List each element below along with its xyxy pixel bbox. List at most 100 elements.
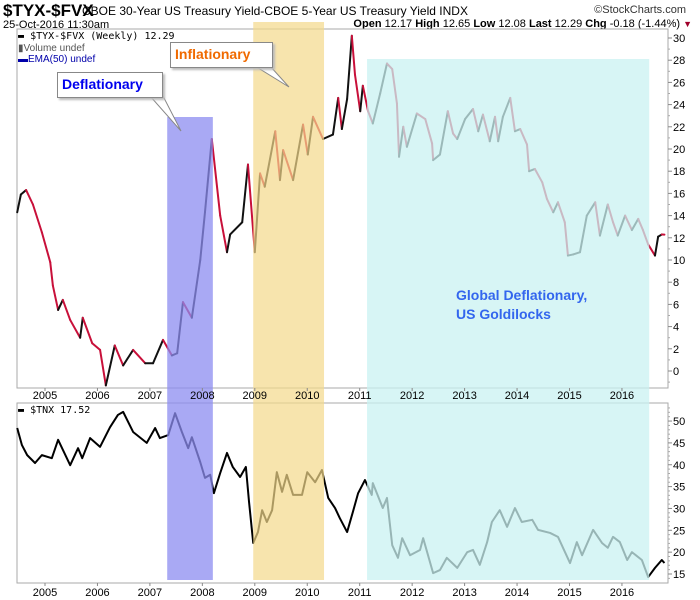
upper-x-tick-label: 2015 xyxy=(557,390,581,402)
upper-series-segment xyxy=(653,235,660,257)
open-label: Open xyxy=(353,18,382,30)
lower-y-tick-label: 40 xyxy=(673,460,685,472)
lower-x-tick-label: 2005 xyxy=(33,587,57,599)
upper-x-tick-label: 2014 xyxy=(505,390,529,402)
upper-series-segment xyxy=(353,73,362,113)
chart-symbol: $TYX-$FVX xyxy=(3,1,94,20)
upper-series-segment xyxy=(81,316,94,345)
lower-x-tick-label: 2014 xyxy=(505,587,529,599)
deflationary-callout: Deflationary xyxy=(57,72,163,98)
upper-series-segment xyxy=(51,284,60,311)
deflationary-label: Deflationary xyxy=(62,76,143,92)
upper-y-tick-label: 26 xyxy=(673,77,685,89)
lower-x-tick-label: 2011 xyxy=(348,587,372,599)
upper-x-tick-label: 2005 xyxy=(33,390,57,402)
lower-y-tick-label: 45 xyxy=(673,438,685,450)
upper-series-segment xyxy=(346,34,353,101)
quote-summary: Open 12.17 High 12.65 Low 12.08 Last 12.… xyxy=(353,18,692,30)
lower-y-tick-label: 25 xyxy=(673,525,685,537)
exchange-label: INDX xyxy=(439,4,468,18)
legend-main: ▬ $TYX-$FVX (Weekly) 12.29 xyxy=(18,31,175,42)
upper-x-tick-label: 2012 xyxy=(400,390,424,402)
upper-y-tick-label: 14 xyxy=(673,211,685,223)
upper-series-segment xyxy=(321,133,334,141)
upper-series-segment xyxy=(91,342,102,351)
upper-series-segment xyxy=(350,34,356,76)
lower-x-tick-label: 2009 xyxy=(243,587,267,599)
lower-x-tick-label: 2010 xyxy=(295,587,319,599)
upper-y-tick-label: 16 xyxy=(673,188,685,200)
upper-x-tick-label: 2013 xyxy=(452,390,476,402)
upper-x-tick-label: 2010 xyxy=(295,390,319,402)
upper-series-segment xyxy=(49,261,54,287)
upper-series-segment xyxy=(359,84,364,113)
description-text: CBOE 30-Year US Treasury Yield-CBOE 5-Ye… xyxy=(82,4,436,18)
upper-series-segment xyxy=(57,298,64,311)
lower-x-tick-label: 2006 xyxy=(85,587,109,599)
legend-lower-text: $TNX 17.52 xyxy=(30,405,91,416)
lower-y-tick-label: 15 xyxy=(673,569,685,581)
goldilocks-band xyxy=(367,59,650,580)
goldilocks-line1: Global Deflationary, xyxy=(456,287,588,303)
lower-y-tick-label: 35 xyxy=(673,482,685,494)
legend-ema: ▬EMA(50) undef xyxy=(18,54,96,65)
upper-series-segment xyxy=(79,316,84,339)
upper-series-segment xyxy=(122,348,135,367)
lower-y-tick-label: 50 xyxy=(673,416,685,428)
upper-y-tick-label: 2 xyxy=(673,344,679,356)
upper-series-segment xyxy=(226,233,232,254)
upper-y-tick-label: 12 xyxy=(673,233,685,245)
upper-series-segment xyxy=(152,338,165,365)
upper-y-tick-label: 4 xyxy=(673,322,679,334)
upper-series-segment xyxy=(99,348,107,387)
upper-y-tick-label: 8 xyxy=(673,277,679,289)
lower-x-tick-label: 2013 xyxy=(452,587,476,599)
volume-bars-icon: ▮ xyxy=(18,43,24,54)
upper-series-segment xyxy=(647,243,656,257)
upper-series-segment xyxy=(16,193,22,214)
upper-series-segment xyxy=(104,344,116,387)
upper-y-tick-label: 24 xyxy=(673,100,685,112)
chg-value: -0.18 (-1.44%) xyxy=(609,18,681,30)
high-label: High xyxy=(415,18,440,30)
lower-x-tick-label: 2008 xyxy=(190,587,214,599)
upper-x-tick-label: 2011 xyxy=(348,390,372,402)
triangle-down-icon: ▼ xyxy=(683,19,692,29)
open-value: 12.17 xyxy=(384,18,413,30)
lower-y-tick-label: 30 xyxy=(673,503,685,515)
upper-y-tick-label: 20 xyxy=(673,144,685,156)
chg-label: Chg xyxy=(585,18,607,30)
upper-y-tick-label: 30 xyxy=(673,33,685,45)
upper-series-segment xyxy=(210,138,222,217)
lower-x-tick-label: 2015 xyxy=(557,587,581,599)
upper-series-segment xyxy=(331,96,340,136)
legend-lower: ▬ $TNX 17.52 xyxy=(18,405,91,416)
inflationary-band xyxy=(253,22,325,580)
upper-series-segment xyxy=(61,298,72,321)
goldilocks-line2: US Goldilocks xyxy=(456,306,551,322)
copyright: ©StockCharts.com xyxy=(594,4,686,16)
upper-y-tick-label: 6 xyxy=(673,299,679,311)
upper-y-tick-label: 0 xyxy=(673,366,679,378)
upper-series-segment xyxy=(19,189,28,196)
upper-x-tick-label: 2006 xyxy=(85,390,109,402)
low-value: 12.08 xyxy=(498,18,526,30)
last-label: Last xyxy=(528,18,552,30)
legend-volume: ▮Volume undef xyxy=(18,43,85,54)
upper-x-tick-label: 2007 xyxy=(138,390,162,402)
legend-volume-text: Volume undef xyxy=(23,43,85,54)
goldilocks-annotation: Global Deflationary, US Goldilocks xyxy=(456,286,587,324)
upper-series-segment xyxy=(219,214,229,254)
lower-x-tick-label: 2007 xyxy=(138,587,162,599)
upper-y-tick-label: 10 xyxy=(673,255,685,267)
upper-series-segment xyxy=(132,348,147,365)
low-label: Low xyxy=(473,18,496,30)
upper-series-segment xyxy=(229,221,244,236)
upper-x-tick-label: 2008 xyxy=(190,390,214,402)
upper-series-segment xyxy=(69,318,82,339)
inflationary-callout: Inflationary xyxy=(170,42,273,68)
upper-series-segment xyxy=(241,163,249,224)
upper-series-segment xyxy=(340,98,349,131)
